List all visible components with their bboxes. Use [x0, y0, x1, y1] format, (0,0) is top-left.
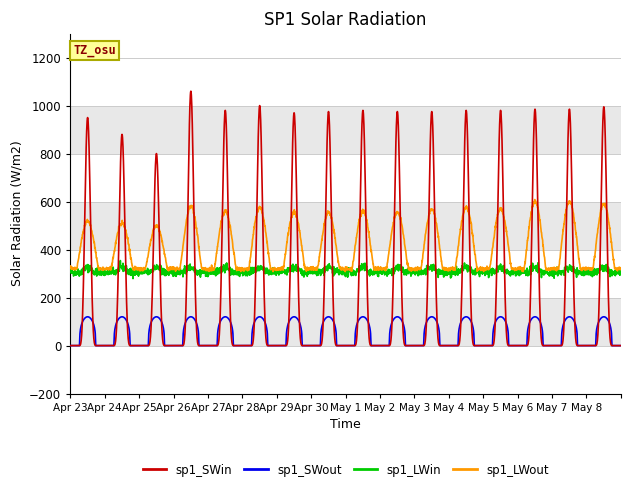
Bar: [70, 298, 621, 346]
Text: TZ_osu: TZ_osu: [73, 44, 116, 58]
Bar: [70, 106, 621, 154]
Bar: [70, 202, 621, 250]
Y-axis label: Solar Radiation (W/m2): Solar Radiation (W/m2): [11, 141, 24, 287]
Bar: [70, 250, 621, 298]
X-axis label: Time: Time: [330, 418, 361, 431]
Legend: sp1_SWin, sp1_SWout, sp1_LWin, sp1_LWout: sp1_SWin, sp1_SWout, sp1_LWin, sp1_LWout: [138, 459, 554, 480]
Bar: [70, 154, 621, 202]
Title: SP1 Solar Radiation: SP1 Solar Radiation: [264, 11, 427, 29]
Bar: [70, 346, 621, 394]
Bar: [70, 58, 621, 106]
